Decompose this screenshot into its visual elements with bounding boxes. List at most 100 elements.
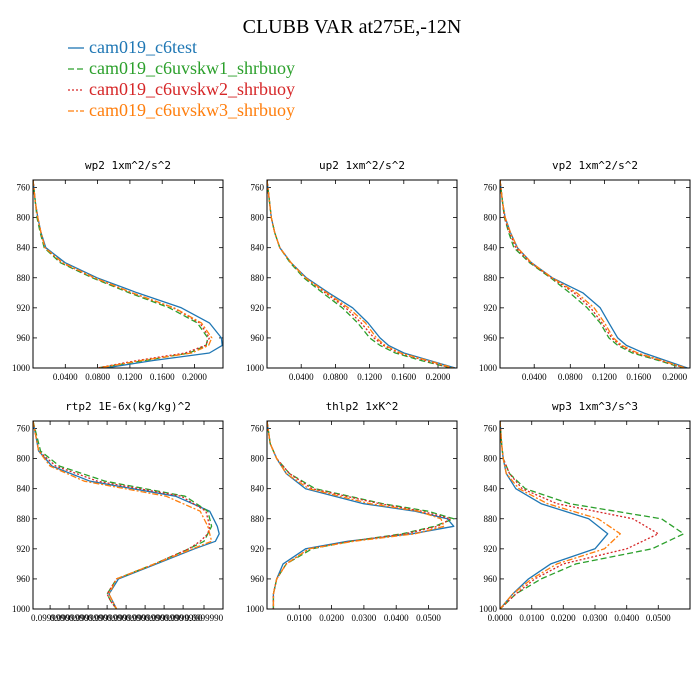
y-tick-label: 840 — [484, 484, 498, 494]
y-tick-label: 840 — [17, 484, 31, 494]
y-tick-label: 920 — [484, 303, 498, 313]
x-tick-label: 0.0100 — [287, 613, 312, 623]
x-tick-label: 0.0999990 — [164, 613, 203, 623]
plot-frame — [499, 420, 691, 610]
panel-title: vp2 1xm^2/s^2 — [552, 159, 638, 172]
series-line-2 — [267, 180, 452, 368]
plot-frame — [32, 420, 224, 610]
panel-title: wp2 1xm^2/s^2 — [85, 159, 171, 172]
y-tick-label: 800 — [251, 454, 265, 464]
series-line-2 — [500, 421, 685, 609]
y-tick-label: 880 — [17, 514, 31, 524]
panel-5: thlp2 1xK^2 760 800 840 880 920 960 1000 0.0100 0… — [246, 400, 458, 623]
x-tick-label: 0.0800 — [85, 372, 110, 382]
x-tick-label: 0.2000 — [426, 372, 451, 382]
panel-4: rtp2 1E-6x(kg/kg)^2 760 800 840 880 920 960 100… — [12, 400, 224, 623]
x-tick-label: 0.1600 — [391, 372, 416, 382]
x-tick-label: 0.0500 — [416, 613, 441, 623]
legend-label: cam019_c6uvskw2_shrbuoy — [89, 79, 295, 99]
y-tick-label: 1000 — [246, 604, 265, 614]
y-tick-label: 760 — [484, 424, 498, 434]
x-tick-label: 0.2000 — [182, 372, 207, 382]
y-tick-label: 800 — [17, 454, 31, 464]
series-line-2 — [33, 180, 209, 368]
x-tick-label: 0.0400 — [384, 613, 409, 623]
y-tick-label: 800 — [251, 213, 265, 223]
x-tick-label: 0.0999990 — [88, 613, 127, 623]
series-line-3 — [267, 421, 452, 609]
x-tick-label: 0.0800 — [323, 372, 348, 382]
y-tick-label: 960 — [484, 574, 498, 584]
x-tick-label: 0.0999990 — [185, 613, 224, 623]
series-line-3 — [500, 421, 659, 609]
x-tick-label: 0.0999990 — [31, 613, 70, 623]
x-tick-label: 0.0999990 — [145, 613, 184, 623]
x-tick-label: 0.2000 — [662, 372, 687, 382]
y-tick-label: 760 — [484, 183, 498, 193]
x-tick-label: 0.0400 — [289, 372, 314, 382]
y-tick-label: 840 — [17, 243, 31, 253]
x-tick-label: 0.0100 — [519, 613, 544, 623]
x-tick-label: 0.0999990 — [107, 613, 146, 623]
x-tick-label: 0.0200 — [551, 613, 576, 623]
y-tick-label: 920 — [484, 544, 498, 554]
series-line-4 — [267, 180, 454, 368]
panel-2: up2 1xm^2/s^2 760 800 840 880 920 960 1000 0.040… — [246, 159, 458, 382]
y-tick-label: 1000 — [12, 604, 31, 614]
y-tick-label: 960 — [17, 333, 31, 343]
x-tick-label: 0.0400 — [53, 372, 78, 382]
series-line-3 — [33, 421, 211, 609]
y-tick-label: 760 — [17, 424, 31, 434]
legend-label: cam019_c6uvskw1_shrbuoy — [89, 58, 295, 78]
x-tick-label: 0.0500 — [646, 613, 671, 623]
y-tick-label: 880 — [484, 273, 498, 283]
series-line-1 — [267, 421, 455, 609]
x-tick-label: 0.0000 — [488, 613, 513, 623]
series-line-1 — [500, 180, 688, 368]
x-tick-label: 0.0400 — [614, 613, 639, 623]
y-tick-label: 960 — [251, 574, 265, 584]
y-tick-label: 960 — [484, 333, 498, 343]
y-tick-label: 880 — [251, 273, 265, 283]
y-tick-label: 760 — [251, 424, 265, 434]
series-line-1 — [33, 180, 223, 368]
x-tick-label: 0.0800 — [558, 372, 583, 382]
panel-title: rtp2 1E-6x(kg/kg)^2 — [65, 400, 191, 413]
y-tick-label: 920 — [17, 544, 31, 554]
panels: wp2 1xm^2/s^2 760 800 840 880 920 960 1000 0.040… — [12, 159, 691, 623]
series-line-1 — [500, 421, 609, 609]
y-tick-label: 880 — [484, 514, 498, 524]
series-line-2 — [33, 421, 213, 609]
legend: cam019_c6testcam019_c6uvskw1_shrbuoycam0… — [68, 37, 295, 120]
series-line-3 — [500, 180, 685, 368]
series-line-2 — [267, 421, 455, 609]
x-tick-label: 0.1600 — [626, 372, 651, 382]
y-tick-label: 880 — [251, 514, 265, 524]
y-tick-label: 920 — [251, 303, 265, 313]
y-tick-label: 1000 — [12, 363, 31, 373]
x-tick-label: 0.0300 — [583, 613, 608, 623]
y-tick-label: 840 — [251, 243, 265, 253]
y-tick-label: 800 — [17, 213, 31, 223]
y-tick-label: 1000 — [479, 363, 498, 373]
series-line-4 — [500, 421, 621, 609]
panel-title: up2 1xm^2/s^2 — [319, 159, 405, 172]
x-tick-label: 0.1200 — [357, 372, 382, 382]
series-line-4 — [500, 180, 686, 368]
plot-frame — [499, 179, 691, 369]
panel-3: vp2 1xm^2/s^2 760 800 840 880 920 960 1000 0.040… — [479, 159, 691, 382]
y-tick-label: 760 — [17, 183, 31, 193]
panel-6: wp3 1xm^3/s^3 760 800 840 880 920 960 10000.000… — [479, 400, 691, 623]
panel-1: wp2 1xm^2/s^2 760 800 840 880 920 960 1000 0.040… — [12, 159, 224, 382]
y-tick-label: 1000 — [479, 604, 498, 614]
y-tick-label: 1000 — [246, 363, 265, 373]
x-tick-label: 0.1200 — [118, 372, 143, 382]
legend-label: cam019_c6test — [89, 37, 197, 57]
y-tick-label: 760 — [251, 183, 265, 193]
x-tick-label: 0.1600 — [150, 372, 175, 382]
plot-frame — [32, 179, 224, 369]
series-line-4 — [33, 180, 213, 368]
series-line-4 — [33, 421, 213, 609]
plot-frame — [266, 420, 458, 610]
y-tick-label: 920 — [251, 544, 265, 554]
